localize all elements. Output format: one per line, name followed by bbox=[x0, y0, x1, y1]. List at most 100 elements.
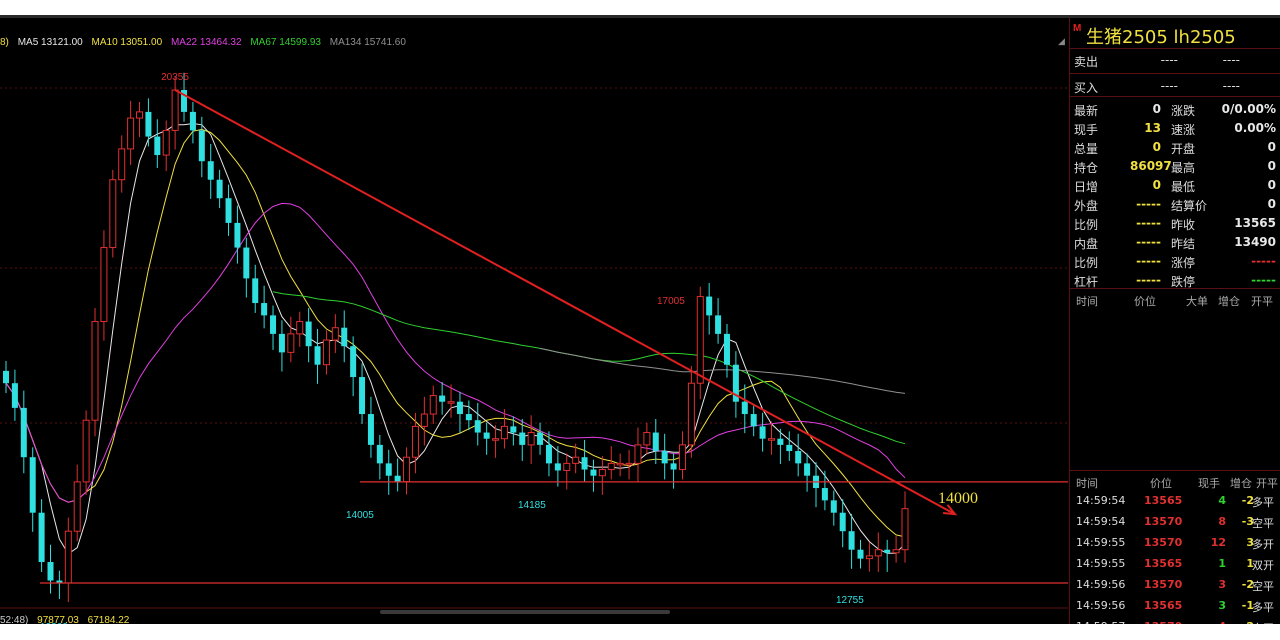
quote-label-right: 结算价 bbox=[1171, 199, 1208, 213]
quote-value-left: 0 bbox=[1152, 102, 1161, 116]
candle-body bbox=[616, 462, 624, 466]
candle-body bbox=[715, 315, 722, 334]
candle-body bbox=[901, 508, 909, 551]
candle-body bbox=[456, 401, 463, 415]
tick-time: 14:59:55 bbox=[1076, 536, 1126, 549]
buy-volume: ---- bbox=[1222, 79, 1240, 93]
candle-body bbox=[527, 432, 535, 446]
tick-volume: 3 bbox=[1218, 578, 1226, 591]
quote-value-left: ----- bbox=[1136, 235, 1161, 249]
candle-body bbox=[874, 549, 882, 557]
quote-label-right: 涨跌 bbox=[1171, 104, 1196, 118]
quote-label-left: 内盘 bbox=[1074, 237, 1099, 251]
quote-label-left: 最新 bbox=[1074, 104, 1099, 118]
candle-body bbox=[732, 364, 739, 402]
candle-body bbox=[403, 456, 411, 483]
tick-price: 13570 bbox=[1144, 536, 1183, 549]
tick-row: 14:59:54 13570 8 -3 空平 bbox=[1070, 513, 1280, 534]
candle-body bbox=[189, 111, 196, 131]
buy-price: ---- bbox=[1160, 79, 1178, 93]
tick-volume: 3 bbox=[1218, 599, 1226, 612]
tick-price: 13565 bbox=[1144, 494, 1183, 507]
panel-resize-icon[interactable]: ◢ bbox=[1058, 36, 1065, 46]
candle-body bbox=[73, 481, 81, 532]
tick-volume: 8 bbox=[1218, 515, 1226, 528]
candle-body bbox=[500, 425, 508, 440]
tick-type: 空平 bbox=[1252, 580, 1274, 593]
candle-body bbox=[839, 512, 846, 532]
candle-body bbox=[678, 444, 686, 471]
tick-row: 14:59:54 13565 4 -2 多平 bbox=[1070, 492, 1280, 513]
big-order-header-oi: 增仓 bbox=[1218, 295, 1240, 308]
candle-body bbox=[3, 370, 9, 384]
tick-row: 14:59:56 13570 3 -2 空平 bbox=[1070, 576, 1280, 597]
candle-body bbox=[429, 395, 437, 415]
quote-value-left: 0 bbox=[1152, 178, 1161, 192]
candle-body bbox=[154, 136, 161, 156]
candle-body bbox=[821, 488, 828, 501]
chart-scrollbar[interactable] bbox=[380, 610, 670, 614]
legend-ma22: MA22 13464.32 bbox=[170, 37, 242, 48]
tick-oi-change: 3 bbox=[1246, 536, 1254, 549]
candle-body bbox=[759, 426, 766, 439]
big-order-header-large: 大单 bbox=[1186, 295, 1208, 308]
tick-price: 13570 bbox=[1144, 620, 1182, 624]
candle-body bbox=[865, 555, 873, 560]
candle-body bbox=[590, 469, 597, 476]
candle-body bbox=[270, 315, 277, 334]
tick-volume: 4 bbox=[1218, 494, 1226, 507]
divider bbox=[1070, 288, 1280, 289]
divider bbox=[1070, 470, 1280, 471]
candle-body bbox=[537, 432, 544, 445]
candle-body bbox=[767, 438, 775, 441]
quote-label-right: 昨结 bbox=[1171, 237, 1196, 251]
tick-header-time: 时间 bbox=[1076, 477, 1098, 490]
volume-legend: 52:48) 97877.03 67184.22 bbox=[0, 615, 135, 624]
candle-body bbox=[20, 407, 27, 458]
tick-row: 14:59:56 13565 3 -1 多平 bbox=[1070, 597, 1280, 618]
candle-body bbox=[652, 432, 659, 452]
quote-label-right: 最低 bbox=[1171, 180, 1196, 194]
tick-oi-change: -2 bbox=[1230, 620, 1254, 624]
candle-body bbox=[741, 401, 748, 415]
candle-body bbox=[145, 111, 152, 137]
candle-body bbox=[519, 432, 526, 445]
support-label: 14000 bbox=[938, 490, 978, 507]
tick-row: 14:59:57 13570 4 -2 空平 bbox=[1070, 618, 1280, 624]
quote-panel: M 生猪2505 lh2505 卖出 ---- ---- 买入 ---- ---… bbox=[1069, 18, 1280, 624]
buy-row: 买入 ---- ---- bbox=[1070, 77, 1280, 96]
label-low-left: 12360 bbox=[40, 622, 68, 624]
candle-body bbox=[848, 531, 855, 550]
big-order-header: 时间 价位 大单 增仓 开平 bbox=[1070, 292, 1280, 308]
quote-label-right: 速涨 bbox=[1171, 123, 1196, 137]
quote-label-left: 比例 bbox=[1074, 256, 1099, 270]
candle-body bbox=[341, 327, 348, 347]
legend-prefix: 8) bbox=[0, 37, 9, 48]
kline-chart[interactable]: 20355 17005 12360 14005 14185 12755 14000 bbox=[0, 18, 1068, 624]
quote-row: 持仓 86097 最高 0 bbox=[1070, 157, 1280, 176]
quote-label-right: 涨停 bbox=[1171, 256, 1196, 270]
candle-body bbox=[331, 327, 339, 341]
candle-body bbox=[643, 432, 651, 446]
sell-row: 卖出 ---- ---- bbox=[1070, 51, 1280, 70]
tick-header: 时间 价位 现手 增仓 开平 bbox=[1070, 474, 1280, 490]
candle-body bbox=[777, 438, 784, 445]
candle-body bbox=[723, 333, 730, 365]
trend-arrow bbox=[942, 504, 958, 516]
quote-value-left: 13 bbox=[1144, 121, 1161, 135]
candle-body bbox=[127, 117, 135, 150]
quote-label-left: 现手 bbox=[1074, 123, 1099, 137]
legend-ma67: MA67 14599.93 bbox=[250, 37, 321, 48]
kline-chart-panel[interactable]: 20355 17005 12360 14005 14185 12755 14000 8) M… bbox=[0, 18, 1068, 624]
quote-row: 比例 ----- 昨收 13565 bbox=[1070, 214, 1280, 233]
candle-body bbox=[706, 296, 713, 316]
quote-value-left: ----- bbox=[1136, 197, 1161, 211]
quote-value-right: 13490 bbox=[1234, 235, 1276, 249]
quote-value-right: 13565 bbox=[1234, 216, 1276, 230]
candle-body bbox=[234, 222, 241, 248]
quote-row: 比例 ----- 涨停 ----- bbox=[1070, 252, 1280, 271]
candle-body bbox=[376, 444, 383, 464]
quote-label-right: 开盘 bbox=[1171, 142, 1196, 156]
candle-body bbox=[857, 549, 864, 559]
label-peak2: 17005 bbox=[657, 296, 685, 307]
